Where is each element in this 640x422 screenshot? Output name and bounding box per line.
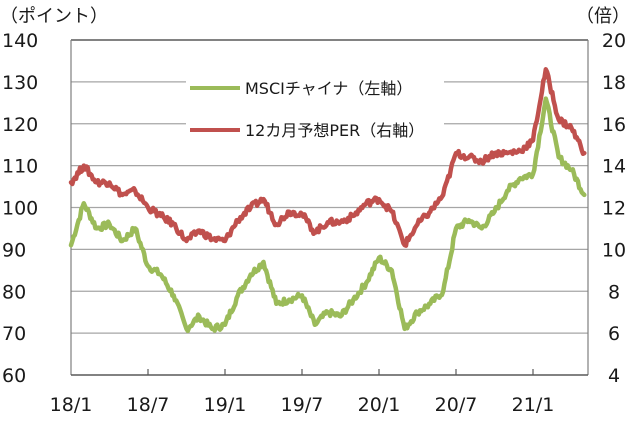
axes <box>70 40 589 376</box>
legend: MSCIチャイナ（左軸） 12カ月予想PER（右軸） <box>186 72 444 142</box>
left-tick-label: 130 <box>2 72 38 94</box>
x-axis-ticks: 18/1 18/7 19/1 19/7 20/1 20/7 21/1 <box>50 369 555 416</box>
x-tick-label: 20/7 <box>435 394 478 416</box>
x-tick-label: 18/1 <box>50 394 93 416</box>
right-tick-label: 20 <box>602 30 626 52</box>
left-tick-label: 120 <box>2 114 38 136</box>
x-tick-label: 19/1 <box>204 394 247 416</box>
right-tick-label: 14 <box>602 156 626 178</box>
right-tick-label: 6 <box>608 323 620 345</box>
left-tick-label: 70 <box>2 323 26 345</box>
x-tick-label: 18/7 <box>127 394 170 416</box>
right-axis-unit-label: （倍） <box>576 6 630 27</box>
x-tick-label: 20/1 <box>358 394 401 416</box>
left-tick-label: 90 <box>2 239 26 261</box>
legend-label-msci: MSCIチャイナ（左軸） <box>245 79 412 98</box>
right-tick-label: 18 <box>602 72 626 94</box>
left-axis-tick-labels: 140 130 120 110 100 90 80 70 60 <box>2 30 38 387</box>
left-tick-label: 100 <box>2 198 38 220</box>
msci-china-line <box>68 96 587 334</box>
x-tick-label: 21/1 <box>512 394 555 416</box>
right-tick-label: 16 <box>602 114 626 136</box>
right-tick-label: 8 <box>608 281 620 303</box>
right-tick-label: 12 <box>602 198 626 220</box>
right-tick-label: 4 <box>608 365 620 387</box>
right-axis-tick-labels: 20 18 16 14 12 10 8 6 4 <box>602 30 626 387</box>
left-axis-unit-label: （ポイント） <box>0 6 108 27</box>
left-tick-label: 110 <box>2 156 38 178</box>
data-series <box>68 67 587 334</box>
forward-per-line <box>68 67 587 248</box>
legend-label-per: 12カ月予想PER（右軸） <box>245 121 424 140</box>
left-tick-label: 140 <box>2 30 38 52</box>
x-tick-label: 19/7 <box>281 394 324 416</box>
left-tick-label: 80 <box>2 281 26 303</box>
right-tick-label: 10 <box>602 239 626 261</box>
left-tick-label: 60 <box>2 365 26 387</box>
